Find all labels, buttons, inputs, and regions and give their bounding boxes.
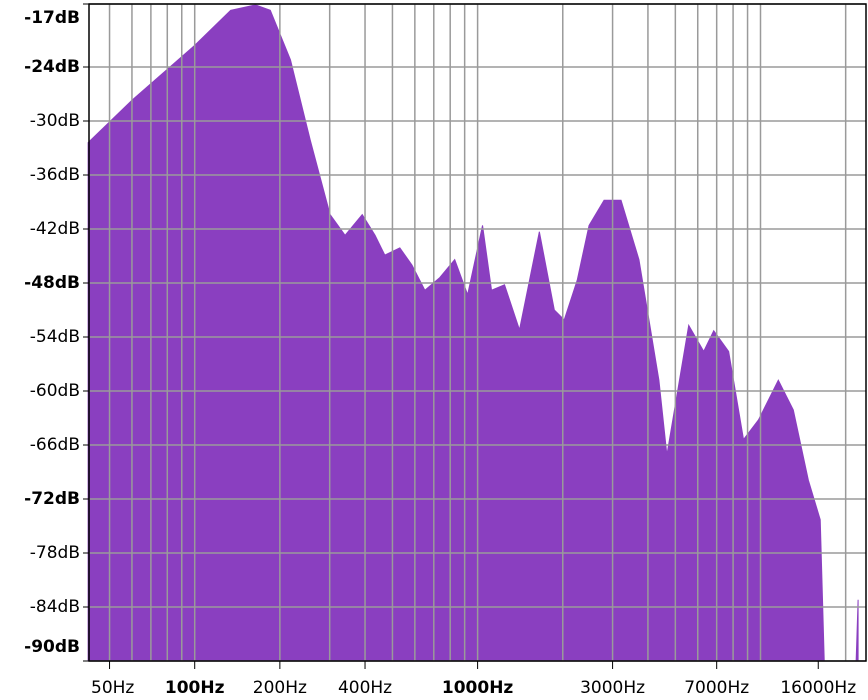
y-tick-label: -84dB <box>30 597 80 617</box>
x-tick-label: 3000Hz <box>580 678 645 698</box>
y-tick-label: -24dB <box>24 57 80 77</box>
spectrum-area <box>87 4 859 662</box>
y-tick-label: -42dB <box>30 219 80 239</box>
x-tick-label: 7000Hz <box>684 678 749 698</box>
y-tick-label: -48dB <box>24 273 80 293</box>
x-tick-label: 400Hz <box>338 678 392 698</box>
y-tick-label: -90dB <box>24 637 80 657</box>
y-tick-label: -36dB <box>30 165 80 185</box>
y-tick-label: -30dB <box>30 111 80 131</box>
y-tick-label: -72dB <box>24 489 80 509</box>
y-tick-label: -17dB <box>24 8 80 28</box>
y-tick-label: -66dB <box>30 435 80 455</box>
y-tick-label: -54dB <box>30 327 80 347</box>
y-tick-label: -78dB <box>30 543 80 563</box>
x-tick-label: 100Hz <box>165 678 225 698</box>
x-tick-label: 200Hz <box>253 678 307 698</box>
x-tick-label: 16000Hz <box>780 678 856 698</box>
x-tick-label: 1000Hz <box>442 678 514 698</box>
x-tick-label: 50Hz <box>91 678 134 698</box>
y-tick-label: -60dB <box>30 381 80 401</box>
